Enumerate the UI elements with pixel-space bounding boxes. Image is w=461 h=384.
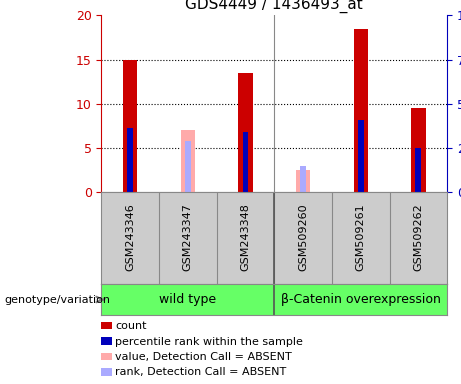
Bar xyxy=(354,29,368,192)
Bar xyxy=(185,141,191,192)
Text: percentile rank within the sample: percentile rank within the sample xyxy=(115,337,303,347)
Text: rank, Detection Call = ABSENT: rank, Detection Call = ABSENT xyxy=(115,367,286,377)
FancyBboxPatch shape xyxy=(101,322,112,329)
FancyBboxPatch shape xyxy=(101,353,112,360)
Text: count: count xyxy=(115,321,147,331)
Text: GSM243348: GSM243348 xyxy=(241,203,250,271)
Text: wild type: wild type xyxy=(160,293,216,306)
Bar xyxy=(127,128,133,192)
Bar xyxy=(411,108,426,192)
Text: β-Catenin overexpression: β-Catenin overexpression xyxy=(281,293,441,306)
Bar xyxy=(181,130,195,192)
Text: GSM243347: GSM243347 xyxy=(183,203,193,271)
Bar xyxy=(238,73,253,192)
Title: GDS4449 / 1436493_at: GDS4449 / 1436493_at xyxy=(185,0,363,13)
Text: GSM509260: GSM509260 xyxy=(298,203,308,271)
Bar xyxy=(242,132,248,192)
Text: value, Detection Call = ABSENT: value, Detection Call = ABSENT xyxy=(115,352,292,362)
Bar xyxy=(415,148,421,192)
Text: GSM243346: GSM243346 xyxy=(125,203,135,271)
Bar xyxy=(300,166,306,192)
FancyBboxPatch shape xyxy=(101,368,112,376)
Text: GSM509262: GSM509262 xyxy=(414,203,423,271)
FancyBboxPatch shape xyxy=(101,337,112,345)
Bar xyxy=(358,119,364,192)
Bar xyxy=(296,170,310,192)
Text: genotype/variation: genotype/variation xyxy=(5,295,111,305)
Bar xyxy=(123,60,137,192)
Text: GSM509261: GSM509261 xyxy=(356,203,366,271)
